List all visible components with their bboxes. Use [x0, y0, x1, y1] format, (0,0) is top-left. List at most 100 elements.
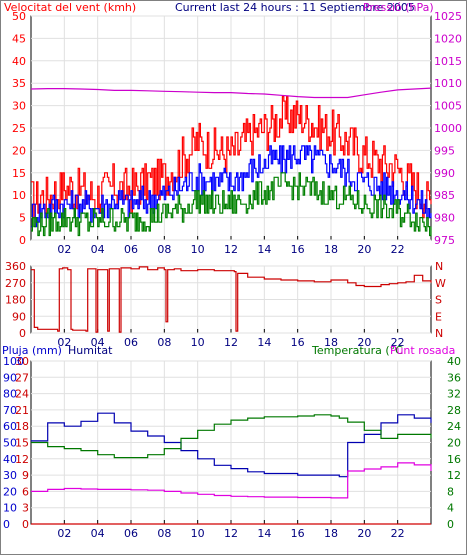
wind-direction-series-line: [31, 266, 432, 333]
rain-tick-label: 30: [15, 355, 29, 368]
wind-time-tick-label: 20: [357, 243, 371, 256]
dir-time-tick-label: 12: [224, 336, 238, 349]
wind-speed-tick-label: 45: [12, 32, 26, 45]
pressure-tick-label: 1000: [434, 122, 462, 135]
pressure-tick-label: 1005: [434, 100, 462, 113]
temperature-tick-label: 0: [447, 518, 454, 531]
pressure-tick-label: 1025: [434, 10, 462, 23]
pressure-tick-label: 980: [434, 212, 455, 225]
wind-time-tick-label: 04: [91, 243, 105, 256]
humidity-tick-label: 50: [3, 437, 17, 450]
direction-degree-tick-label: 0: [19, 327, 26, 340]
direction-degree-tick-label: 180: [5, 294, 26, 307]
rain-tick-label: 27: [15, 371, 29, 384]
temperature-tick-label: 32: [447, 388, 461, 401]
clim-time-tick-label: 06: [124, 527, 138, 540]
humidity-tick-label: 40: [3, 453, 17, 466]
wind-speed-tick-label: 25: [12, 122, 26, 135]
humidity-tick-label: 90: [3, 371, 17, 384]
temperature-tick-label: 24: [447, 420, 461, 433]
wind-time-tick-label: 22: [391, 243, 405, 256]
wind-time-tick-label: 02: [57, 243, 71, 256]
wind-average-series-line: [31, 145, 432, 228]
humidity-tick-label: 80: [3, 388, 17, 401]
rain-tick-label: 3: [22, 502, 29, 515]
clim-time-tick-label: 04: [91, 527, 105, 540]
direction-compass-tick-label: W: [435, 277, 446, 290]
temperature-tick-label: 8: [447, 485, 454, 498]
wind-time-tick-label: 14: [257, 243, 271, 256]
wind-speed-tick-label: 10: [12, 189, 26, 202]
rain-tick-label: 21: [15, 404, 29, 417]
dir-time-tick-label: 08: [157, 336, 171, 349]
wind-minimum-series-line: [31, 172, 432, 237]
temperature-series-label: Temperatura (°C: [311, 344, 403, 357]
wind-axis-title: Velocitat del vent (kmh): [4, 1, 136, 14]
direction-degree-tick-label: 360: [5, 260, 26, 273]
rain-tick-label: 6: [22, 485, 29, 498]
pressure-tick-label: 975: [434, 234, 455, 247]
humidity-series-line: [31, 412, 432, 478]
wind-time-tick-label: 12: [224, 243, 238, 256]
pressure-tick-label: 1010: [434, 77, 462, 90]
pressure-tick-label: 990: [434, 167, 455, 180]
pressure-axis-title: Pressió (hPa): [363, 1, 434, 14]
temperature-tick-label: 4: [447, 502, 454, 515]
rain-tick-label: 24: [15, 388, 29, 401]
rain-tick-label: 9: [22, 469, 29, 482]
wind-speed-tick-label: 30: [12, 100, 26, 113]
pressure-tick-label: 1015: [434, 55, 462, 68]
wind-speed-tick-label: 50: [12, 10, 26, 23]
direction-compass-tick-label: E: [435, 310, 442, 323]
temperature-series-line: [31, 414, 432, 459]
rain-tick-label: 0: [22, 518, 29, 531]
temperature-tick-label: 20: [447, 437, 461, 450]
direction-compass-tick-label: N: [435, 327, 443, 340]
wind-time-tick-label: 08: [157, 243, 171, 256]
direction-compass-tick-label: N: [435, 260, 443, 273]
rain-axis-title: Pluja (mm): [2, 344, 62, 357]
direction-compass-tick-label: S: [435, 294, 442, 307]
humidity-tick-label: 70: [3, 404, 17, 417]
wind-speed-tick-label: 20: [12, 144, 26, 157]
dir-time-tick-label: 20: [357, 336, 371, 349]
wind-speed-tick-label: 35: [12, 77, 26, 90]
clim-time-tick-label: 18: [324, 527, 338, 540]
humidity-tick-label: 20: [3, 485, 17, 498]
humidity-tick-label: 100: [3, 355, 24, 368]
clim-time-tick-label: 08: [157, 527, 171, 540]
temperature-tick-label: 28: [447, 404, 461, 417]
direction-degree-tick-label: 270: [5, 277, 26, 290]
dewpoint-series-line: [31, 462, 432, 499]
clim-time-tick-label: 22: [391, 527, 405, 540]
pressure-tick-label: 985: [434, 189, 455, 202]
wind-speed-tick-label: 5: [19, 212, 26, 225]
temperature-tick-label: 36: [447, 371, 461, 384]
dir-time-tick-label: 04: [91, 336, 105, 349]
pressure-tick-label: 1020: [434, 32, 462, 45]
dir-time-tick-label: 14: [257, 336, 271, 349]
pressure-series-line: [30, 87, 432, 99]
rain-tick-label: 15: [15, 437, 29, 450]
wind-time-tick-label: 16: [291, 243, 305, 256]
humidity-tick-label: 10: [3, 502, 17, 515]
dir-time-tick-label: 18: [324, 336, 338, 349]
dir-time-tick-label: 06: [124, 336, 138, 349]
chart-title: Current last 24 hours : 11 Septiembre 20…: [175, 1, 415, 14]
wind-speed-tick-label: 40: [12, 55, 26, 68]
clim-time-tick-label: 16: [291, 527, 305, 540]
rain-tick-label: 12: [15, 453, 29, 466]
temperature-tick-label: 12: [447, 469, 461, 482]
humidity-series-label: Humitat: [68, 344, 113, 357]
clim-time-tick-label: 20: [357, 527, 371, 540]
temperature-tick-label: 40: [447, 355, 461, 368]
clim-time-tick-label: 02: [57, 527, 71, 540]
clim-time-tick-label: 12: [224, 527, 238, 540]
wind-time-tick-label: 06: [124, 243, 138, 256]
wind-speed-tick-label: 15: [12, 167, 26, 180]
clim-time-tick-label: 10: [191, 527, 205, 540]
wind-speed-tick-label: 0: [19, 234, 26, 247]
humidity-tick-label: 60: [3, 420, 17, 433]
direction-degree-tick-label: 90: [12, 310, 26, 323]
